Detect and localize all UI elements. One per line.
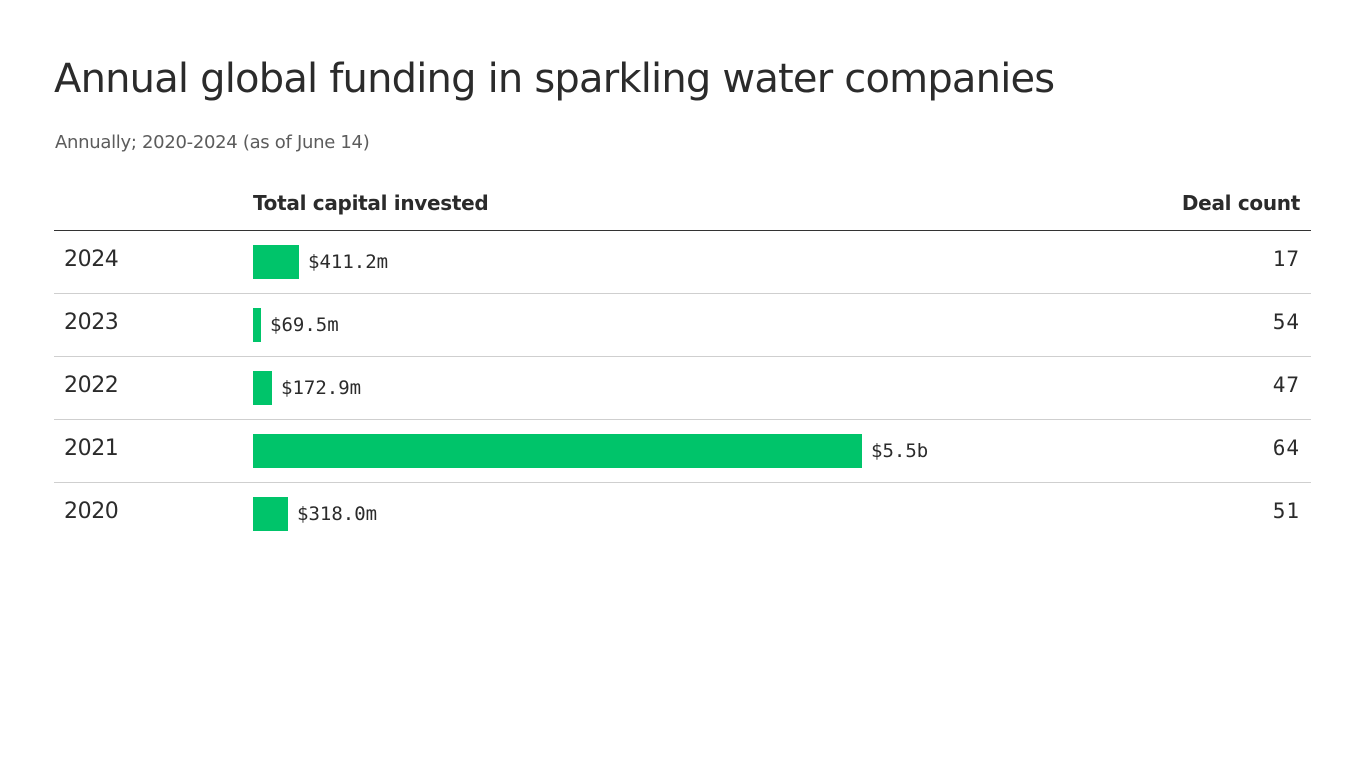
bar-track: $172.9m (253, 371, 1013, 405)
capital-bar (253, 371, 272, 405)
chart-subtitle: Annually; 2020-2024 (as of June 14) (55, 132, 370, 153)
deal-count-value: 51 (1272, 499, 1300, 523)
table-row: 2023 $69.5m 54 (54, 294, 1311, 357)
column-header-deal-count: Deal count (1181, 191, 1300, 215)
deal-count-value: 17 (1272, 247, 1300, 271)
bar-track: $69.5m (253, 308, 1013, 342)
capital-bar (253, 245, 299, 279)
year-label: 2022 (64, 373, 119, 398)
chart-title: Annual global funding in sparkling water… (54, 56, 1055, 102)
column-header-capital: Total capital invested (253, 191, 489, 215)
bar-track: $5.5b (253, 434, 1013, 468)
capital-value-label: $318.0m (297, 503, 378, 525)
bar-track: $318.0m (253, 497, 1013, 531)
table-row: 2022 $172.9m 47 (54, 357, 1311, 420)
table-header: Total capital invested Deal count (54, 180, 1311, 231)
table-body: 2024 $411.2m 17 2023 $69.5m 54 2022 $172.9m 47 20… (54, 231, 1311, 545)
capital-value-label: $69.5m (270, 314, 339, 336)
deal-count-value: 47 (1272, 373, 1300, 397)
bar-track: $411.2m (253, 245, 1013, 279)
capital-bar (253, 308, 261, 342)
capital-value-label: $411.2m (308, 251, 389, 273)
year-label: 2021 (64, 436, 119, 461)
table-row: 2021 $5.5b 64 (54, 420, 1311, 483)
table-row: 2020 $318.0m 51 (54, 483, 1311, 545)
deal-count-value: 64 (1272, 436, 1300, 460)
capital-value-label: $5.5b (871, 440, 929, 462)
deal-count-value: 54 (1272, 310, 1300, 334)
funding-table: Total capital invested Deal count 2024 $4… (54, 180, 1311, 545)
capital-value-label: $172.9m (281, 377, 362, 399)
year-label: 2024 (64, 247, 119, 272)
table-row: 2024 $411.2m 17 (54, 231, 1311, 294)
capital-bar (253, 434, 862, 468)
year-label: 2023 (64, 310, 119, 335)
capital-bar (253, 497, 288, 531)
year-label: 2020 (64, 499, 119, 524)
